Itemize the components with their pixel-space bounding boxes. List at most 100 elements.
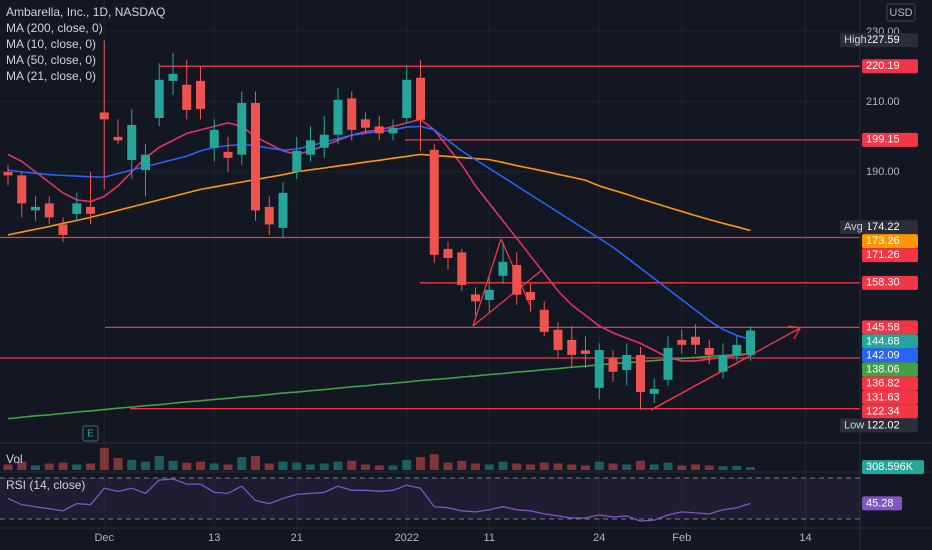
volume-bar — [44, 463, 54, 470]
candle-body — [416, 77, 425, 120]
currency-box[interactable] — [886, 3, 916, 22]
candle-body — [691, 336, 700, 345]
earnings-text: E — [87, 429, 94, 440]
price-label: 131.63 — [866, 391, 900, 403]
candle-body — [86, 206, 95, 214]
volume-bar — [553, 463, 563, 470]
candle-body — [539, 309, 549, 332]
volume-bar — [402, 459, 412, 470]
candle-body — [429, 149, 439, 255]
candle-body — [677, 339, 687, 345]
ma-line — [7, 153, 751, 236]
price-label-box — [862, 275, 918, 290]
candle-body — [196, 80, 205, 109]
volume-bar — [594, 461, 604, 470]
price-label-box — [862, 362, 918, 377]
volume-bar — [168, 460, 178, 470]
currency: USD — [889, 7, 912, 19]
volume-bar — [58, 462, 68, 470]
volume-bar — [361, 464, 370, 470]
volume-bar — [512, 463, 522, 470]
candle-body — [168, 73, 178, 81]
candle-body — [113, 136, 123, 141]
x-tick-label: 21 — [291, 532, 303, 544]
candle-body — [44, 203, 54, 218]
price-label-box — [862, 33, 918, 48]
rsi-last-label: 45.28 — [866, 497, 894, 509]
volume-bar — [526, 464, 535, 470]
rsi-line — [7, 478, 751, 522]
candle-body — [72, 203, 82, 214]
volume-bar — [278, 461, 288, 470]
candle-body — [608, 357, 618, 372]
candle-body — [182, 84, 192, 110]
volume-bar — [347, 460, 357, 470]
volume-bar — [264, 463, 274, 470]
price-label: 142.09 — [866, 349, 900, 361]
candle-body — [663, 347, 673, 380]
x-tick-label: 11 — [484, 532, 495, 544]
candle-body — [402, 79, 412, 118]
volume-bar — [649, 464, 659, 470]
price-label: 227.59 — [866, 34, 900, 46]
x-tick-label: Dec — [94, 532, 114, 544]
legend-entry: MA (50, close, 0) — [6, 53, 96, 67]
candle-body — [718, 354, 728, 372]
volume-bar — [86, 463, 95, 470]
price-label: 122.34 — [866, 405, 900, 417]
volume-bar — [374, 465, 384, 470]
volume-label-box — [862, 460, 924, 475]
price-label: 122.02 — [866, 419, 900, 431]
candle-body — [31, 206, 40, 211]
candle-body — [223, 151, 233, 158]
volume-bar — [3, 464, 13, 470]
candle-body — [374, 126, 384, 134]
candle-body — [526, 291, 535, 300]
candle-body — [512, 264, 522, 295]
legend-entry: MA (10, close, 0) — [6, 37, 96, 51]
candle-body — [594, 350, 604, 388]
candle-body — [306, 140, 315, 155]
rsi-label: RSI (14, close) — [6, 478, 85, 492]
candle-body — [649, 388, 659, 394]
candle-body — [636, 354, 645, 393]
candle-body — [264, 206, 274, 225]
candle-body — [237, 102, 247, 155]
price-label-box — [862, 348, 918, 363]
price-label-box — [862, 59, 918, 74]
volume-bar — [429, 454, 439, 470]
legend-entry: MA (200, close, 0) — [6, 21, 103, 35]
chart-title: Ambarella, Inc., 1D, NASDAQ — [6, 5, 165, 19]
volume-bar — [636, 460, 645, 470]
price-label: 138.06 — [866, 363, 900, 375]
volume-bar — [154, 456, 164, 470]
price-label-box — [862, 248, 918, 263]
candle-body — [567, 339, 577, 355]
price-tag: High — [844, 34, 867, 46]
x-tick-label: 13 — [208, 532, 220, 544]
price-tag: Low — [844, 419, 864, 431]
price-label-box — [862, 334, 918, 349]
volume-bar — [319, 463, 329, 470]
price-label: 174.22 — [866, 221, 900, 233]
volume-bar — [718, 466, 728, 470]
price-label-box — [862, 404, 918, 419]
price-label-box — [862, 376, 918, 391]
candles — [3, 40, 755, 410]
price-label: 199.15 — [866, 134, 900, 146]
price-label: 158.30 — [866, 277, 900, 289]
price-label: 136.82 — [866, 377, 900, 389]
volume-bar — [691, 464, 700, 470]
levels — [0, 65, 860, 410]
y-tick-label: 210.00 — [866, 96, 900, 108]
y-tick-label: 190.00 — [866, 166, 900, 178]
candle-body — [388, 127, 398, 134]
candle-body — [99, 112, 109, 120]
price-tag: Avg — [844, 221, 863, 233]
rsi-band — [0, 478, 860, 520]
volume-bar — [608, 463, 618, 470]
earnings-badge[interactable] — [82, 425, 99, 442]
price-label-box — [862, 220, 918, 235]
